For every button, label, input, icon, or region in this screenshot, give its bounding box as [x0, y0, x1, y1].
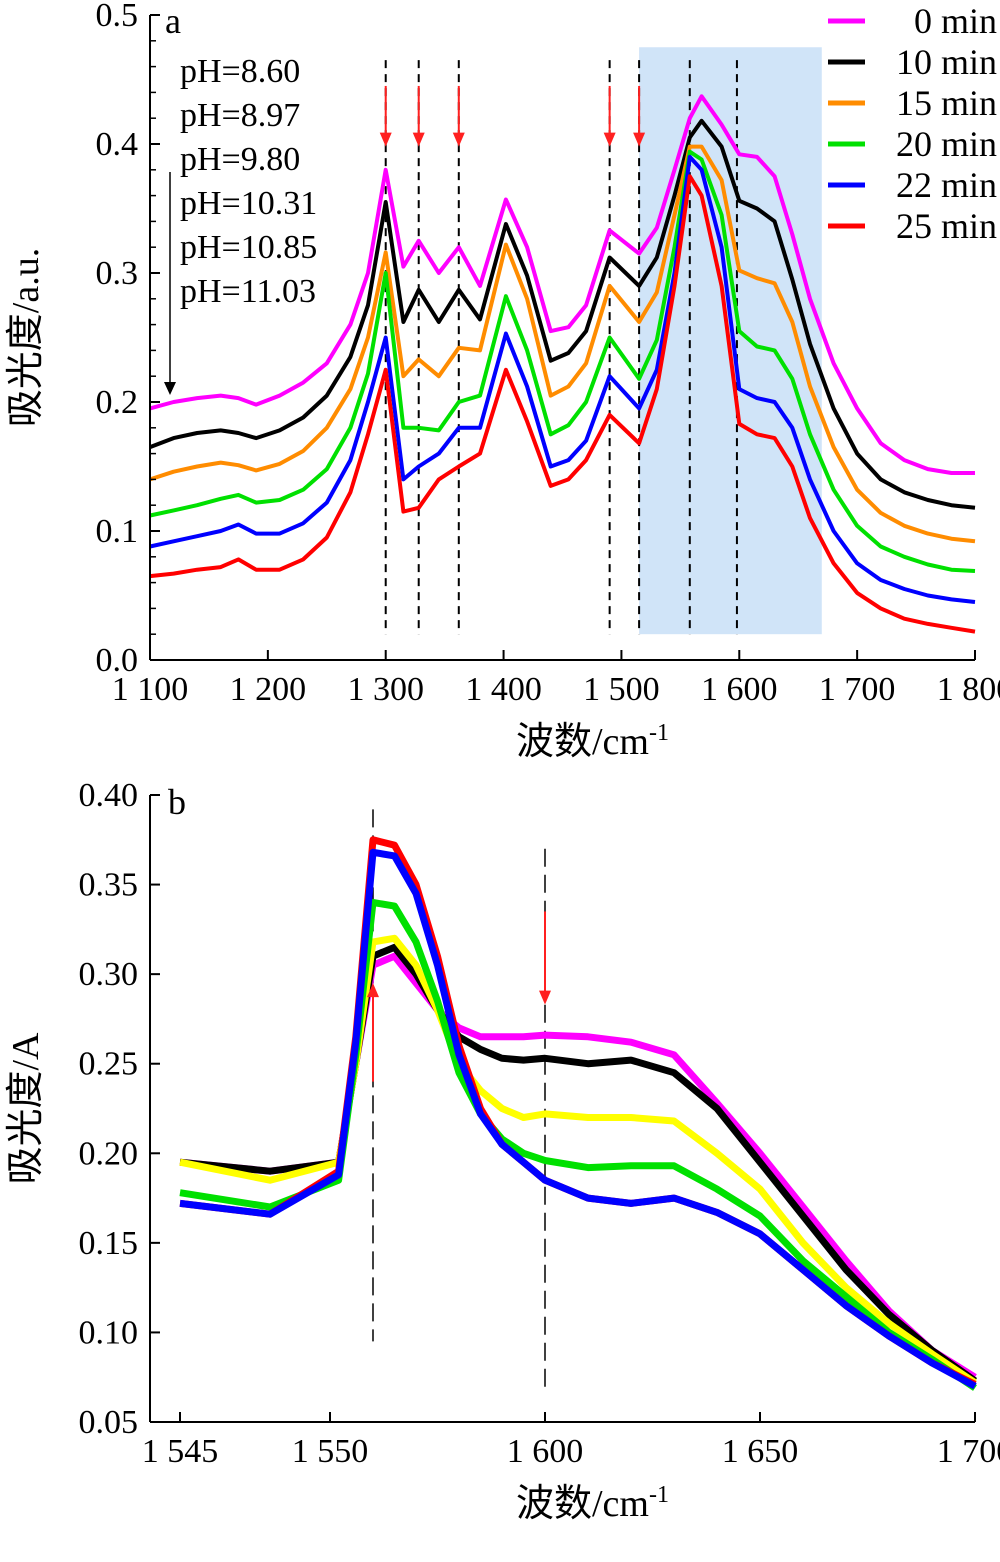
panel-a-y-tick-label: 0.5	[96, 0, 139, 34]
panel-a-y-tick-label: 0.1	[96, 513, 139, 550]
panel-b-y-tick-label: 0.05	[79, 1404, 139, 1441]
panel-a-x-tick-label: 1 700	[819, 671, 896, 708]
legend-label: 10 min	[896, 42, 997, 82]
red-arrow-head	[452, 132, 465, 147]
red-arrow-head	[367, 983, 379, 998]
panel-a-y-tick-label: 0.2	[96, 384, 139, 421]
panel-b-y-tick-label: 0.25	[79, 1046, 139, 1083]
legend-label: 0 min	[914, 1, 997, 41]
panel-a-x-tick-label: 1 800	[937, 671, 1000, 708]
series-line	[149, 149, 976, 573]
ph-label: pH=8.97	[180, 97, 300, 134]
panel-b-y-axis-title: 吸光度/A	[5, 1032, 47, 1185]
red-arrow-head	[412, 132, 425, 147]
panel-a-label: a	[165, 1, 181, 41]
series-line	[149, 154, 976, 604]
legend-label: 20 min	[896, 124, 997, 164]
panel-b-y-tick-label: 0.10	[79, 1314, 139, 1351]
ph-arrow-head	[164, 382, 176, 395]
panel-b-x-axis-title: 波数/cm-1	[516, 1482, 669, 1525]
panel-a-x-tick-label: 1 400	[465, 671, 542, 708]
panel-a-x-axis-title: 波数/cm-1	[516, 720, 669, 763]
panel-b-y-tick-label: 0.20	[79, 1135, 139, 1172]
panel-b-x-tick-label: 1 600	[507, 1433, 584, 1470]
ph-label: pH=8.60	[180, 53, 300, 90]
panel-b-x-tick-label: 1 700	[937, 1433, 1000, 1470]
ph-label: pH=10.31	[180, 185, 317, 222]
series-line	[149, 94, 975, 475]
series-line	[149, 144, 976, 544]
legend-label: 15 min	[896, 83, 997, 123]
panel-a-x-tick-label: 1 200	[230, 671, 307, 708]
legend-label: 25 min	[896, 206, 997, 246]
ph-label: pH=10.85	[180, 229, 317, 266]
panel-b-x-tick-label: 1 545	[142, 1433, 219, 1470]
panel-a-chart: 0.0 0.1 0.2 0.3 0.4 0.5 1 100 1 200 1 300 1 400 1 …	[5, 0, 1000, 763]
panel-b-x-tick-label: 1 550	[292, 1433, 369, 1470]
panel-b-label: b	[168, 782, 186, 822]
panel-a-y-tick-label: 0.4	[96, 126, 139, 163]
panel-b-x-tick-label: 1 650	[722, 1433, 799, 1470]
ph-label: pH=11.03	[180, 273, 316, 310]
panel-a-y-tick-label: 0.0	[96, 642, 139, 679]
panel-a-x-tick-label: 1 600	[701, 671, 778, 708]
panel-b-y-tick-label: 0.30	[79, 956, 139, 993]
red-arrow-head	[379, 132, 392, 147]
panel-b-y-tick-label: 0.35	[79, 867, 139, 904]
red-arrow-head	[633, 132, 646, 147]
legend-label: 22 min	[896, 165, 997, 205]
series-line	[149, 118, 976, 510]
panel-b-y-tick-label: 0.40	[79, 777, 139, 814]
ph-label: pH=9.80	[180, 141, 300, 178]
series-line	[179, 848, 977, 1390]
panel-a-x-tick-label: 1 300	[347, 671, 424, 708]
panel-b-y-tick-label: 0.15	[79, 1225, 139, 1262]
series-line	[149, 174, 976, 634]
panel-b-chart: 0.05 0.10 0.15 0.20 0.25 0.30 0.35 0.40 1 545 1 5…	[5, 777, 1000, 1525]
panel-a-y-axis-title: 吸光度/a.u.	[5, 248, 47, 427]
panel-a-x-tick-label: 1 500	[583, 671, 660, 708]
red-arrow-head	[539, 990, 551, 1005]
panel-a-y-tick-label: 0.3	[96, 255, 139, 292]
panel-a-x-tick-label: 1 100	[112, 671, 189, 708]
red-arrow-head	[603, 132, 616, 147]
